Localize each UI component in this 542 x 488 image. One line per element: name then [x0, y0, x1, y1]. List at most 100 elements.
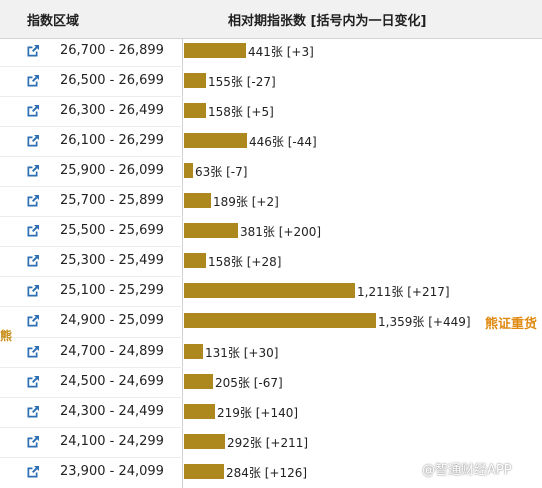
contracts-column-header: 相对期指张数 [括号内为一日变化]: [228, 14, 427, 29]
contracts-count: 189: [213, 195, 236, 210]
contracts-bar: [184, 313, 376, 329]
contracts-unit: 张: [235, 195, 248, 210]
row-separator: [0, 366, 183, 368]
contracts-count: 158: [208, 105, 231, 120]
contracts-count: 441: [248, 45, 271, 59]
index-range: 25,100 - 25,299: [60, 283, 164, 299]
contracts-count: 158: [208, 255, 231, 270]
table-row: 25,500 - 25,699 381张 [+200]: [0, 216, 542, 246]
one-day-change: [+30]: [243, 345, 279, 360]
one-day-change: [+2]: [251, 195, 279, 210]
contracts-label: 1,211张 [+217]: [357, 283, 450, 300]
external-link-icon[interactable]: [25, 193, 41, 209]
contracts-label: 189张 [+2]: [213, 193, 279, 210]
contracts-unit: 张: [271, 135, 284, 150]
contracts-bar: [184, 103, 206, 119]
contracts-count: 131: [205, 345, 228, 360]
contracts-count: 205: [215, 375, 238, 390]
index-range: 26,700 - 26,899: [60, 43, 164, 58]
contracts-label: 158张 [+5]: [208, 103, 274, 120]
contracts-count: 1,211: [357, 285, 392, 300]
contracts-bar: [184, 43, 246, 58]
row-separator: [0, 66, 183, 68]
external-link-icon[interactable]: [25, 434, 41, 450]
external-link-icon[interactable]: [25, 103, 41, 119]
table-row: 24,700 - 24,899 131张 [+30]: [0, 337, 542, 367]
one-day-change: [+217]: [407, 285, 450, 300]
external-link-icon[interactable]: [25, 73, 41, 89]
contracts-bar: [184, 433, 225, 449]
contracts-label: 63张 [-7]: [195, 163, 247, 180]
index-range: 25,700 - 25,899: [60, 193, 164, 209]
index-range: 26,100 - 26,299: [60, 133, 164, 149]
table-row: 24,300 - 24,499 219张 [+140]: [0, 397, 542, 427]
one-day-change: [+126]: [264, 465, 308, 480]
contracts-unit: 张: [412, 315, 425, 330]
one-day-change: [+3]: [286, 45, 314, 59]
contracts-label: 155张 [-27]: [208, 73, 276, 90]
contracts-bar: [184, 463, 224, 479]
contracts-count: 292: [227, 435, 250, 450]
contracts-unit: 张: [227, 345, 240, 360]
contracts-unit: 张: [210, 165, 223, 180]
row-separator: [0, 336, 183, 338]
contracts-unit: 张: [230, 105, 243, 120]
one-day-change: [-27]: [246, 75, 276, 90]
external-link-icon[interactable]: [25, 344, 41, 360]
external-link-icon[interactable]: [25, 133, 41, 149]
row-separator: [0, 126, 183, 128]
table-row: 25,100 - 25,299 1,211张 [+217]: [0, 276, 542, 306]
contracts-unit: 张: [230, 75, 243, 90]
one-day-change: [+140]: [255, 405, 299, 420]
one-day-change: [-67]: [253, 375, 283, 390]
index-range: 26,500 - 26,699: [60, 73, 164, 89]
one-day-change: [+28]: [246, 255, 282, 270]
table-row: 26,500 - 26,699 155张 [-27]: [0, 66, 542, 96]
external-link-icon[interactable]: [25, 43, 41, 59]
one-day-change: [+449]: [428, 315, 471, 330]
index-range: 23,900 - 24,099: [60, 463, 164, 479]
contracts-count: 219: [217, 405, 240, 420]
one-day-change: [-44]: [287, 135, 317, 150]
contracts-bar: [184, 373, 213, 389]
contracts-label: 446张 [-44]: [249, 133, 317, 150]
table-row: 26,100 - 26,299 446张 [-44]: [0, 126, 542, 156]
external-link-icon[interactable]: [25, 223, 41, 239]
column-divider: [182, 38, 183, 488]
index-range: 26,300 - 26,499: [60, 103, 164, 119]
external-link-icon[interactable]: [25, 404, 41, 420]
index-range: 24,300 - 24,499: [60, 403, 164, 419]
contracts-label: 284张 [+126]: [226, 464, 307, 481]
contracts-label: 381张 [+200]: [240, 223, 321, 240]
contracts-count: 381: [240, 225, 263, 240]
external-link-icon[interactable]: [25, 374, 41, 390]
index-range: 25,300 - 25,499: [60, 253, 164, 269]
external-link-icon[interactable]: [25, 313, 41, 329]
table-row: 26,700 - 26,899 441张 [+3]: [0, 36, 542, 66]
row-separator: [0, 306, 183, 308]
external-link-icon[interactable]: [25, 253, 41, 269]
contracts-bar: [184, 133, 247, 149]
row-separator: [0, 456, 183, 458]
index-range: 25,500 - 25,699: [60, 223, 164, 239]
external-link-icon[interactable]: [25, 163, 41, 179]
contracts-label: 219张 [+140]: [217, 404, 298, 421]
contracts-unit: 张: [262, 225, 275, 240]
row-separator: [0, 246, 183, 248]
contracts-count: 446: [249, 135, 272, 150]
row-separator: [0, 396, 183, 398]
row-separator: [0, 96, 183, 98]
contracts-count: 155: [208, 75, 231, 90]
table-row: 26,300 - 26,499 158张 [+5]: [0, 96, 542, 126]
contracts-label: 292张 [+211]: [227, 434, 308, 451]
table-header: 指数区域 相对期指张数 [括号内为一日变化]: [0, 0, 542, 39]
contracts-label: 1,359张 [+449]: [378, 313, 471, 330]
row-separator: [0, 426, 183, 428]
external-link-icon[interactable]: [25, 283, 41, 299]
contracts-count: 63: [195, 165, 211, 180]
index-range: 24,100 - 24,299: [60, 433, 164, 449]
contracts-unit: 张: [237, 375, 250, 390]
external-link-icon[interactable]: [25, 464, 41, 480]
row-separator: [0, 186, 183, 188]
contracts-unit: 张: [249, 435, 262, 450]
